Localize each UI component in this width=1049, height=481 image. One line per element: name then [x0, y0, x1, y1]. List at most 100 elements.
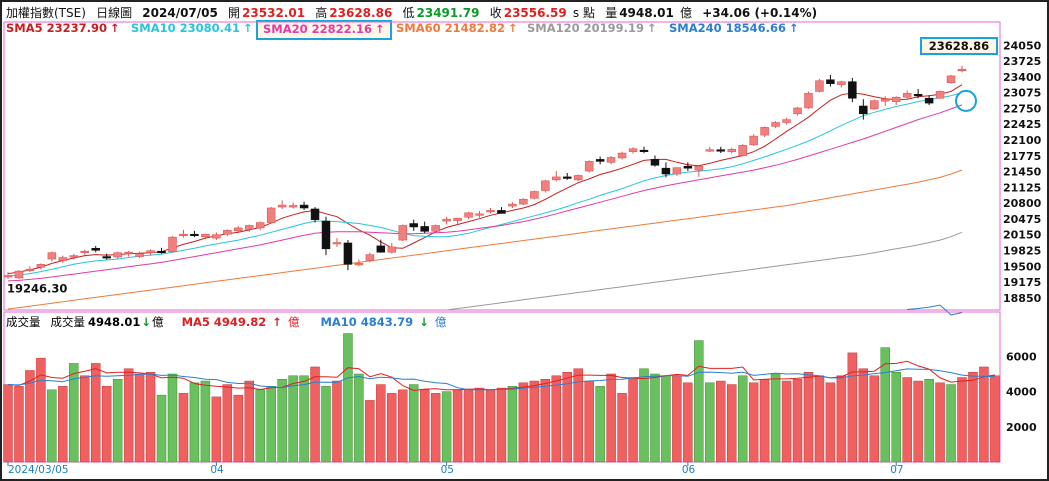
volume-bar [80, 375, 90, 463]
sma120-arrow-icon: ↑ [647, 21, 657, 35]
volume-bar [36, 357, 46, 463]
candle-body [782, 119, 791, 123]
candle-body [552, 176, 561, 181]
volume-bar [617, 393, 627, 463]
volume-value: 4948.01 [619, 6, 674, 20]
volume-bar [880, 347, 890, 463]
candle-body [146, 250, 155, 253]
price-tick-label: 18850 [1003, 292, 1042, 305]
candle-body [475, 213, 484, 216]
volume-bar [858, 368, 869, 463]
sma120-label: SMA120 20199.19 ↑ [527, 21, 657, 35]
candle-body [749, 135, 758, 146]
sma20-line [7, 104, 963, 282]
candle-body [595, 159, 605, 162]
volume-bar [233, 394, 244, 463]
volume-bar [69, 363, 79, 463]
sma240-line [907, 304, 963, 316]
volume-bar [3, 384, 13, 463]
volume-current-value: 4948.01 [88, 315, 141, 329]
candle-body [266, 207, 276, 223]
candle-body [694, 165, 704, 171]
low-value: 23491.79 [416, 6, 480, 20]
price-tick-label: 23400 [1003, 71, 1042, 84]
volume-header: 成交量 成交量 4948.01↓億 MA5 4949.82 ↑ 億 MA10 4843… [6, 314, 458, 330]
candle-body [354, 263, 364, 266]
vol-ma5-label: MA5 4949.82 ↑ 億 [181, 315, 300, 329]
volume-ma5-line [7, 360, 995, 392]
sma120-line [446, 231, 963, 311]
price-tick-label: 19500 [1003, 260, 1042, 273]
candle-body [179, 233, 188, 237]
sma5-label: SMA5 23237.90 ↑ [6, 21, 120, 35]
sma240-arrow-icon: ↑ [789, 21, 799, 35]
candle-body [727, 148, 736, 152]
volume-bar [332, 380, 342, 463]
candle-body [891, 96, 901, 102]
candle-body [716, 149, 726, 152]
candle-body [80, 250, 90, 254]
candle-body [628, 148, 638, 152]
price-grid [3, 21, 1001, 311]
candle-body [124, 251, 133, 254]
volume-bar [748, 382, 759, 463]
price-tick-label: 21450 [1003, 166, 1042, 179]
volume-bar [737, 375, 748, 463]
candle-body [497, 210, 506, 214]
candle-body [25, 268, 35, 272]
volume-ma10-line [7, 368, 995, 391]
volume-bar [299, 375, 309, 463]
price-tick-label: 22750 [1003, 102, 1042, 115]
sma5-arrow-icon: ↑ [110, 21, 120, 35]
volume-bar [376, 384, 386, 463]
change-value: +34.06 (+0.14%) [702, 6, 818, 20]
volume-unit: 億 [680, 6, 693, 20]
volume-bar [836, 375, 847, 463]
volume-bar [398, 389, 408, 463]
candle-body [859, 105, 868, 115]
volume-bar [781, 380, 792, 463]
price-tick-label: 24050 [1003, 39, 1042, 52]
volume-bar [408, 384, 419, 463]
high-label: 高 [315, 6, 328, 20]
volume-bar [288, 375, 298, 463]
volume-unit-label: 億 [152, 315, 164, 329]
sma240-label: SMA240 18546.66 ↑ [669, 21, 799, 35]
volume-bar [167, 373, 178, 463]
candle-body [135, 253, 144, 257]
high-value: 23628.86 [329, 6, 393, 20]
candle-body [321, 220, 331, 250]
volume-bar [562, 371, 572, 463]
candle-body [91, 248, 100, 251]
candle-body [541, 180, 550, 191]
candle-body [837, 81, 846, 85]
volume-bar [628, 377, 638, 463]
volume-bar [979, 366, 989, 463]
sma60-label: SMA60 21482.82 ↑ [396, 21, 518, 35]
candle-body [913, 94, 923, 97]
volume-bar [540, 379, 551, 463]
volume-bar [58, 386, 68, 463]
price-tick-label: 19175 [1003, 276, 1041, 289]
volume-bar [365, 400, 375, 463]
volume-bar [825, 382, 836, 463]
volume-bar [672, 375, 682, 463]
x-tick-label: 04 [210, 464, 224, 476]
volume-bar [25, 370, 35, 463]
points-label: s 點 [572, 6, 595, 20]
x-tick-label: 2024/03/05 [8, 464, 69, 476]
candle-body [343, 242, 353, 265]
candle-body [255, 222, 265, 229]
candle-body [157, 250, 166, 254]
candle-body [201, 233, 210, 237]
price-tick-label: 21775 [1003, 150, 1041, 163]
candle-body [815, 80, 824, 92]
candle-body [957, 68, 967, 72]
volume-bar [430, 393, 441, 463]
volume-label: 量 [605, 6, 618, 20]
candle-body [299, 204, 309, 209]
candle-body [924, 97, 934, 104]
candle-body [804, 93, 813, 109]
volume-down-arrow-icon: ↓ [141, 315, 152, 329]
candle-body [661, 167, 671, 175]
